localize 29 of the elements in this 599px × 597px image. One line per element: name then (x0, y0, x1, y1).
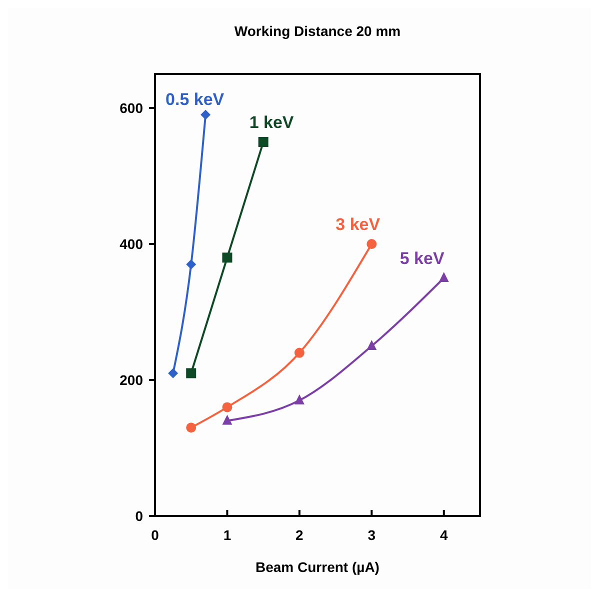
point (294, 348, 304, 358)
point (222, 252, 232, 263)
x-tick-label: 2 (296, 527, 304, 543)
x-axis-title: Beam Current (µA) (256, 559, 380, 575)
point (294, 394, 304, 404)
x-tick-label: 4 (440, 527, 448, 543)
point (222, 402, 232, 412)
point (366, 239, 377, 249)
series-label: 1 keV (249, 113, 294, 132)
point (186, 259, 196, 270)
point (186, 368, 196, 378)
point (200, 110, 211, 120)
y-tick-label: 0 (135, 508, 144, 524)
series-label: 0.5 keV (166, 90, 225, 109)
point (258, 137, 268, 147)
point (186, 422, 196, 433)
series-label: 5 keV (400, 249, 445, 268)
y-tick-label: 600 (120, 100, 144, 116)
x-tick-label: 1 (223, 527, 232, 543)
y-tick-label: 200 (120, 372, 144, 388)
point (222, 414, 232, 425)
point (168, 368, 178, 378)
point (438, 272, 449, 282)
chart-title: Working Distance 20 mm (234, 23, 401, 39)
point (366, 340, 377, 350)
y-tick-label: 400 (120, 236, 144, 252)
series-label: 3 keV (336, 215, 381, 234)
x-tick-label: 3 (368, 527, 376, 543)
x-tick-label: 0 (151, 527, 160, 543)
